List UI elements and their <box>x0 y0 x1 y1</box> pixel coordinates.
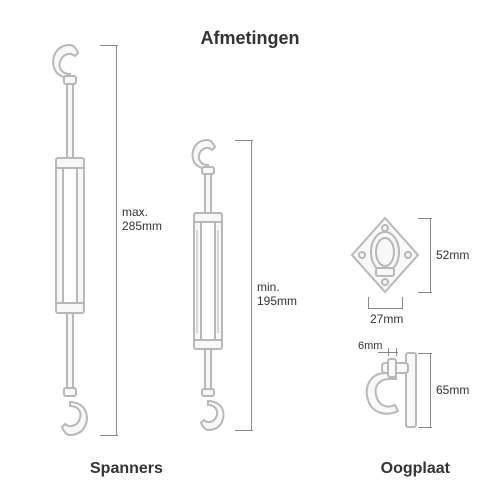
dim-line-eye-w <box>368 308 402 309</box>
dim-max-text: max. 285mm <box>122 205 162 234</box>
dim-tick <box>100 435 118 436</box>
dim-tick <box>402 297 403 309</box>
dim-tick <box>418 292 432 293</box>
dim-line-eye2-h <box>430 353 431 427</box>
turnbuckle-large <box>40 40 100 440</box>
label-spanners: Spanners <box>90 460 163 478</box>
dim-line-pin <box>378 352 398 353</box>
label-oogplaat: Oogplaat <box>381 460 450 478</box>
dim-line-small <box>251 140 252 430</box>
turnbuckle-small <box>180 135 235 435</box>
eyeplate-top <box>340 210 430 300</box>
dim-eye-bot-h: 65mm <box>436 383 469 397</box>
dim-line-eye-h <box>430 218 431 292</box>
dim-eye-top-w: 27mm <box>370 312 403 326</box>
dim-tick <box>235 430 253 431</box>
dim-min-text: min. 195mm <box>257 280 297 309</box>
dim-line-large <box>116 45 117 435</box>
eyeplate-side <box>350 345 430 435</box>
dim-eye-top-h: 52mm <box>436 248 469 262</box>
dim-tick <box>418 427 432 428</box>
